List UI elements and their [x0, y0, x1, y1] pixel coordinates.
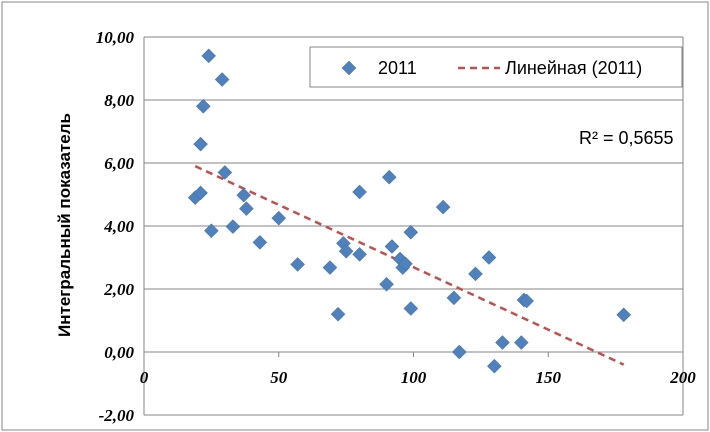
- data-point: [481, 250, 497, 265]
- y-tick-label: 6,00: [104, 154, 134, 173]
- data-point: [519, 293, 535, 309]
- data-point: [513, 335, 529, 350]
- data-point: [435, 199, 451, 215]
- data-point: [214, 72, 230, 87]
- legend-label-2011: 2011: [378, 58, 417, 78]
- x-tick-label: 50: [270, 368, 288, 387]
- x-tick-labels: 0 50 100 150 200: [140, 368, 697, 387]
- data-point: [446, 290, 462, 306]
- data-point: [252, 235, 268, 250]
- data-point: [403, 224, 419, 240]
- legend: 2011 Линейная (2011): [309, 46, 683, 88]
- data-point: [384, 239, 400, 254]
- data-point: [379, 276, 394, 292]
- trendline: [194, 165, 625, 366]
- x-tick-label: 0: [140, 368, 149, 387]
- data-point: [381, 169, 397, 185]
- x-tick-label: 200: [669, 368, 696, 387]
- data-point: [271, 210, 287, 226]
- data-point: [195, 98, 211, 114]
- y-tick-label: 10,00: [96, 28, 135, 47]
- y-tick-label: 2,00: [103, 280, 134, 299]
- x-tick-label: 100: [401, 368, 427, 387]
- data-point: [204, 223, 219, 239]
- trendline-segment: [194, 165, 625, 366]
- y-tick-labels: -2,00 0,00 2,00 4,00 6,00 8,00 10,00: [96, 28, 135, 425]
- data-points: [187, 48, 632, 374]
- data-point: [225, 219, 241, 234]
- data-point: [352, 246, 367, 262]
- data-point: [217, 165, 233, 180]
- legend-marker-2011: [341, 60, 357, 76]
- y-tick-label: -2,00: [99, 406, 135, 425]
- data-point: [193, 185, 208, 201]
- y-tick-label: 4,00: [103, 217, 134, 236]
- data-point: [201, 48, 217, 64]
- data-point: [486, 358, 502, 374]
- data-point: [236, 187, 252, 203]
- y-axis-label: Интегральный показатель: [55, 113, 74, 337]
- data-point: [403, 301, 419, 316]
- data-point: [352, 184, 367, 200]
- x-tick-label: 150: [536, 368, 562, 387]
- grid-lines: [144, 36, 683, 416]
- y-tick-label: 8,00: [104, 91, 134, 110]
- data-point: [330, 306, 346, 322]
- legend-label-trendline: Линейная (2011): [505, 58, 642, 78]
- data-point: [398, 256, 413, 272]
- data-point: [239, 201, 254, 217]
- data-point: [468, 266, 483, 282]
- data-point: [193, 136, 208, 152]
- axes: [143, 37, 684, 415]
- data-point: [495, 335, 510, 350]
- data-point: [290, 257, 305, 272]
- data-point: [322, 260, 338, 275]
- r-squared-label: R² = 0,5655: [579, 128, 674, 148]
- data-point: [616, 307, 632, 323]
- data-point: [451, 344, 467, 360]
- y-tick-label: 0,00: [104, 343, 134, 362]
- data-point: [338, 243, 354, 259]
